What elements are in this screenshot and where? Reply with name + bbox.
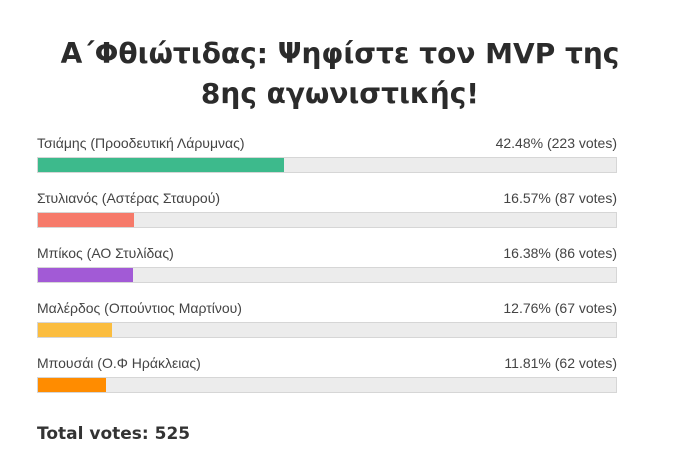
bar-track	[37, 157, 617, 173]
option-label: Μπίκος (ΑΟ Στυλίδας)	[37, 245, 174, 261]
bar	[38, 323, 112, 337]
poll-title: Α΄Φθιώτιδας: Ψηφίστε τον MVP της 8ης αγω…	[60, 37, 620, 110]
option-label: Τσιάμης (Προοδευτική Λάρυμνας)	[37, 135, 245, 151]
poll-option: Μπουσάι (Ο.Φ Ηράκλειας) 11.81% (62 votes)	[37, 355, 617, 399]
option-result: 42.48% (223 votes)	[495, 135, 617, 151]
bar-track	[37, 267, 617, 283]
bar	[38, 213, 134, 227]
bar	[38, 378, 107, 392]
option-result: 16.57% (87 votes)	[503, 190, 617, 206]
option-label: Στυλιανός (Αστέρας Σταυρού)	[37, 190, 221, 206]
bar-track	[37, 212, 617, 228]
bar-track	[37, 322, 617, 338]
option-label: Μπουσάι (Ο.Φ Ηράκλειας)	[37, 355, 201, 371]
bar-track	[37, 377, 617, 393]
option-label: Μαλέρδος (Οπούντιος Μαρτίνου)	[37, 300, 242, 316]
poll-option: Τσιάμης (Προοδευτική Λάρυμνας) 42.48% (22…	[37, 135, 617, 179]
poll-option: Μαλέρδος (Οπούντιος Μαρτίνου) 12.76% (67 …	[37, 300, 617, 344]
total-votes: Total votes: 525	[37, 424, 191, 444]
bar	[38, 158, 284, 172]
option-result: 11.81% (62 votes)	[504, 355, 617, 371]
bar	[38, 268, 133, 282]
poll-option: Στυλιανός (Αστέρας Σταυρού) 16.57% (87 vo…	[37, 190, 617, 234]
option-result: 12.76% (67 votes)	[503, 300, 617, 316]
option-result: 16.38% (86 votes)	[503, 245, 617, 261]
poll-option: Μπίκος (ΑΟ Στυλίδας) 16.38% (86 votes)	[37, 245, 617, 289]
